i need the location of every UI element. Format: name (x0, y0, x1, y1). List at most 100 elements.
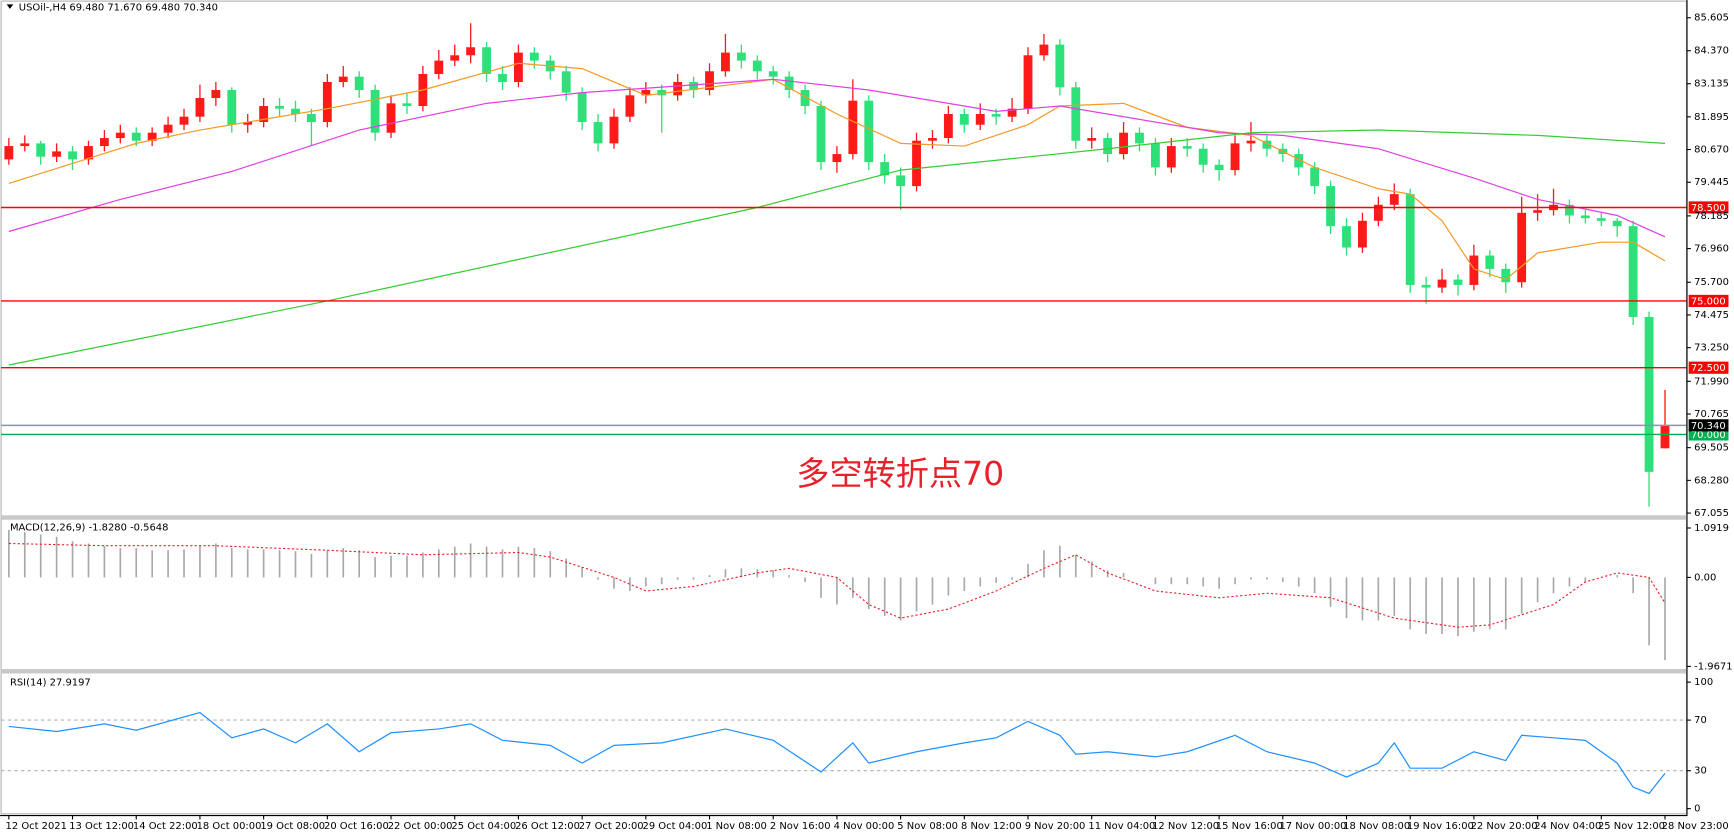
candle-body (20, 143, 30, 147)
candle-body (848, 100, 858, 155)
candle-body (322, 81, 332, 123)
x-tick-label: 25 Oct 04:00 (451, 821, 516, 832)
candle-body (1437, 279, 1447, 288)
candle-body (1039, 44, 1049, 56)
candle-body (912, 140, 921, 187)
candle-body (1007, 108, 1017, 117)
candle-body (147, 132, 157, 141)
candle-body (577, 92, 587, 123)
candle-body (752, 60, 762, 72)
candle-body (1517, 212, 1527, 283)
candle-body (1087, 138, 1097, 141)
moving-average (8, 129, 1666, 366)
menu-arrow[interactable] (6, 4, 14, 9)
candle-body (1405, 194, 1415, 285)
x-tick-label: 2 Nov 16:00 (770, 821, 831, 832)
candle-body (768, 71, 778, 77)
candle-body (131, 132, 141, 141)
candle-body (370, 89, 380, 133)
y-tick-label: 79.445 (1694, 177, 1729, 188)
level-label-bg (1688, 419, 1729, 432)
level-label-bg (1688, 201, 1729, 214)
level-label: 72.500 (1691, 363, 1726, 374)
candle-body (943, 114, 953, 139)
candle-body (1501, 268, 1511, 283)
panel-separator (1, 515, 1687, 520)
x-tick-label: 1 Nov 08:00 (706, 821, 767, 832)
candle-body (1358, 220, 1367, 248)
x-tick-label: 24 Nov 04:00 (1534, 821, 1601, 832)
candle-body (625, 95, 635, 117)
y-tick-label: 30 (1694, 766, 1707, 777)
candle-body (498, 73, 507, 82)
candle-body (1326, 186, 1336, 227)
candle-body (1055, 44, 1065, 88)
y-tick-label: 100 (1694, 677, 1713, 688)
candle-body (243, 122, 253, 125)
y-tick-label: 74.475 (1694, 310, 1729, 321)
candle-body (1135, 132, 1144, 144)
x-tick-label: 25 Nov 12:00 (1598, 821, 1665, 832)
candle-body (36, 143, 46, 157)
x-tick-label: 19 Oct 08:00 (260, 821, 325, 832)
x-tick-label: 22 Nov 20:00 (1471, 821, 1538, 832)
candle-body (1485, 255, 1495, 269)
candle-body (896, 175, 906, 187)
candle-body (434, 60, 444, 74)
x-tick-label: 11 Nov 04:00 (1088, 821, 1155, 832)
level-label: 75.000 (1691, 296, 1726, 307)
candle-body (880, 162, 890, 176)
candle-body (1182, 146, 1192, 149)
y-tick-label: 81.895 (1694, 112, 1729, 123)
candle-body (928, 138, 937, 141)
candle-body (1469, 255, 1479, 285)
candle-body (1246, 140, 1256, 144)
x-tick-label: 5 Nov 08:00 (897, 821, 958, 832)
x-tick-label: 18 Nov 08:00 (1343, 821, 1410, 832)
y-tick-label: 85.605 (1694, 13, 1729, 24)
y-tick-label: 0 (1694, 804, 1700, 815)
x-tick-label: 17 Nov 00:00 (1279, 821, 1346, 832)
level-label: 78.500 (1691, 203, 1726, 214)
candle-body (673, 81, 683, 96)
x-tick-label: 19 Nov 16:00 (1407, 821, 1474, 832)
y-tick-label: 73.250 (1694, 343, 1729, 354)
candle-body (227, 89, 237, 125)
candle-body (1453, 279, 1463, 285)
candle-body (1262, 140, 1272, 149)
candle-body (1421, 284, 1431, 288)
candle-body (1150, 143, 1160, 168)
candle-body (816, 106, 826, 163)
candle-body (736, 52, 746, 61)
candle-body (84, 146, 93, 160)
x-tick-label: 27 Oct 20:00 (579, 821, 644, 832)
chart-title: USOil-,H4 69.480 71.670 69.480 70.340 (19, 3, 218, 14)
x-tick-label: 12 Oct 2021 (6, 821, 67, 832)
candle-body (1565, 204, 1574, 216)
candle-body (1023, 55, 1033, 109)
moving-average (8, 62, 1666, 281)
candle-body (657, 89, 667, 96)
candle-body (609, 116, 619, 144)
moving-average (8, 78, 1666, 238)
candle-body (991, 114, 1001, 117)
candle-body (450, 55, 460, 61)
y-tick-label: 67.055 (1694, 508, 1729, 519)
rsi-line (8, 711, 1666, 795)
candle-body (259, 106, 269, 123)
candle-body (705, 71, 714, 90)
candle-body (975, 114, 985, 125)
y-tick-label: 70.765 (1694, 409, 1729, 420)
signal-line (8, 542, 1666, 628)
candle-body (832, 154, 842, 163)
candle-body (1294, 154, 1304, 168)
candle-body (1580, 215, 1590, 219)
x-tick-label: 8 Nov 12:00 (961, 821, 1022, 832)
candle-body (1230, 143, 1240, 171)
y-tick-label: 1.0919 (1694, 523, 1729, 534)
x-tick-label: 4 Nov 00:00 (834, 821, 895, 832)
x-tick-label: 13 Oct 12:00 (69, 821, 134, 832)
candle-body (52, 151, 62, 157)
y-tick-label: 84.370 (1694, 46, 1729, 57)
